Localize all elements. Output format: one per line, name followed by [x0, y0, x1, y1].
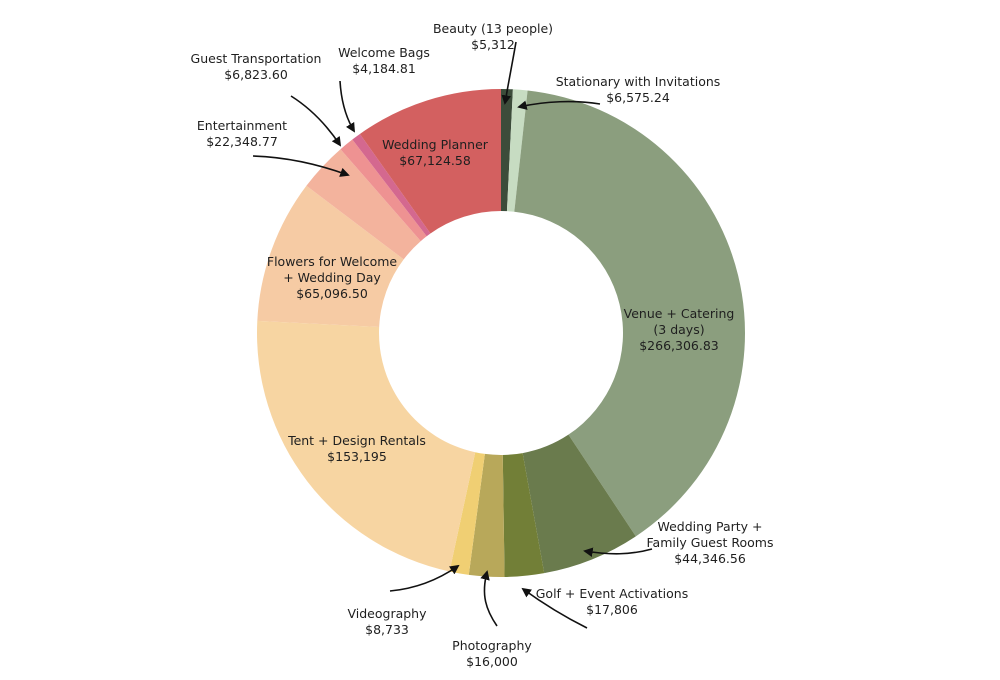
slice-1 — [506, 89, 528, 212]
arrow-stationary — [517, 100, 601, 110]
arrow-welcome-bags — [339, 80, 355, 133]
slice-label-9: Entertainment $22,348.77 — [197, 118, 287, 149]
slice-4 — [502, 453, 545, 577]
slice-label-10: Guest Transportation $6,823.60 — [191, 51, 322, 82]
slice-label-12: Wedding Planner $67,124.58 — [382, 137, 489, 168]
arrow-wedding-party — [583, 547, 653, 557]
slice-label-8: Flowers for Welcome + Wedding Day $65,096.… — [267, 254, 397, 301]
arrow-beauty — [501, 41, 517, 105]
slice-2 — [514, 90, 745, 537]
arrow-entertainment — [252, 155, 350, 177]
arrow-guest-transportation — [290, 95, 342, 147]
slice-5 — [468, 453, 505, 577]
slice-label-11: Welcome Bags $4,184.81 — [338, 45, 430, 76]
slice-label-2: Venue + Catering (3 days) $266,306.83 — [624, 306, 735, 353]
arrow-photography — [480, 570, 498, 627]
slice-8 — [257, 185, 404, 327]
slice-10 — [340, 139, 427, 242]
slice-6 — [449, 452, 485, 575]
slice-label-6: Videography $8,733 — [347, 606, 427, 637]
slice-label-7: Tent + Design Rentals $153,195 — [287, 433, 426, 464]
slice-label-0: Beauty (13 people) $5,312 — [433, 21, 553, 52]
slice-label-1: Stationary with Invitations $6,575.24 — [556, 74, 721, 105]
slice-7 — [256, 320, 476, 572]
slice-label-5: Photography $16,000 — [452, 638, 532, 669]
slice-label-4: Golf + Event Activations $17,806 — [536, 586, 689, 617]
slice-12 — [359, 89, 501, 234]
slice-11 — [352, 133, 431, 237]
slice-label-3: Wedding Party + Family Guest Rooms $44,346… — [647, 519, 774, 566]
arrow-golf — [521, 587, 588, 629]
slice-3 — [522, 434, 636, 574]
arrow-videography — [389, 564, 460, 592]
slice-9 — [306, 149, 421, 260]
slice-0 — [501, 89, 513, 212]
